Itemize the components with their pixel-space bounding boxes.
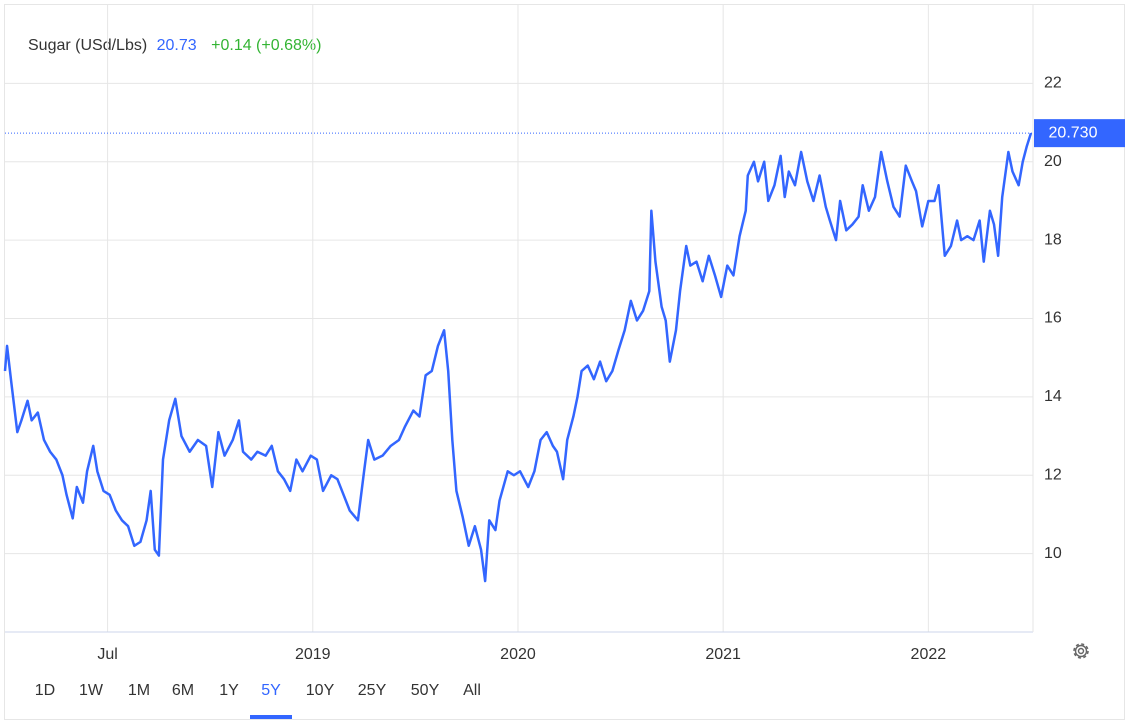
range-button[interactable]: 1Y <box>219 682 239 699</box>
symbol: Sugar (USd/Lbs) <box>28 37 147 54</box>
y-tick-label: 10 <box>1044 545 1062 562</box>
range-underline <box>250 715 292 719</box>
plot-layer <box>3 5 1033 632</box>
settings-icon[interactable] <box>1073 643 1089 659</box>
chart-header: Sugar (USd/Lbs) 20.73 +0.14 (+0.68%) <box>28 37 321 54</box>
range-button[interactable]: 50Y <box>411 682 440 699</box>
range-button[interactable]: All <box>463 682 481 699</box>
x-tick-label: 2022 <box>911 646 947 663</box>
x-tick-label: 2020 <box>500 646 536 663</box>
y-tick-label: 18 <box>1044 231 1062 248</box>
y-tick-label: 16 <box>1044 310 1062 327</box>
last-price-box <box>1034 119 1125 148</box>
range-button[interactable]: 1D <box>35 682 55 699</box>
y-tick-label: 22 <box>1044 75 1062 92</box>
y-tick-label: 12 <box>1044 466 1062 483</box>
range-button[interactable]: 10Y <box>306 682 335 699</box>
range-button[interactable]: 5Y <box>261 682 281 699</box>
range-button[interactable]: 6M <box>172 682 194 699</box>
y-tick-label: 14 <box>1044 388 1062 405</box>
range-button[interactable]: 1W <box>79 682 104 699</box>
change: +0.14 (+0.68%) <box>211 37 321 54</box>
x-tick-label: 2021 <box>705 646 741 663</box>
range-button[interactable]: 1M <box>128 682 150 699</box>
price-line <box>3 132 1033 583</box>
range-button[interactable]: 25Y <box>358 682 387 699</box>
price: 20.73 <box>157 37 197 54</box>
panel-border <box>4 4 1125 720</box>
y-tick-label: 20 <box>1044 153 1062 170</box>
x-tick-label: 2019 <box>295 646 331 663</box>
x-tick-label: Jul <box>97 646 117 663</box>
last-price-label: 20.730 <box>1049 124 1098 141</box>
